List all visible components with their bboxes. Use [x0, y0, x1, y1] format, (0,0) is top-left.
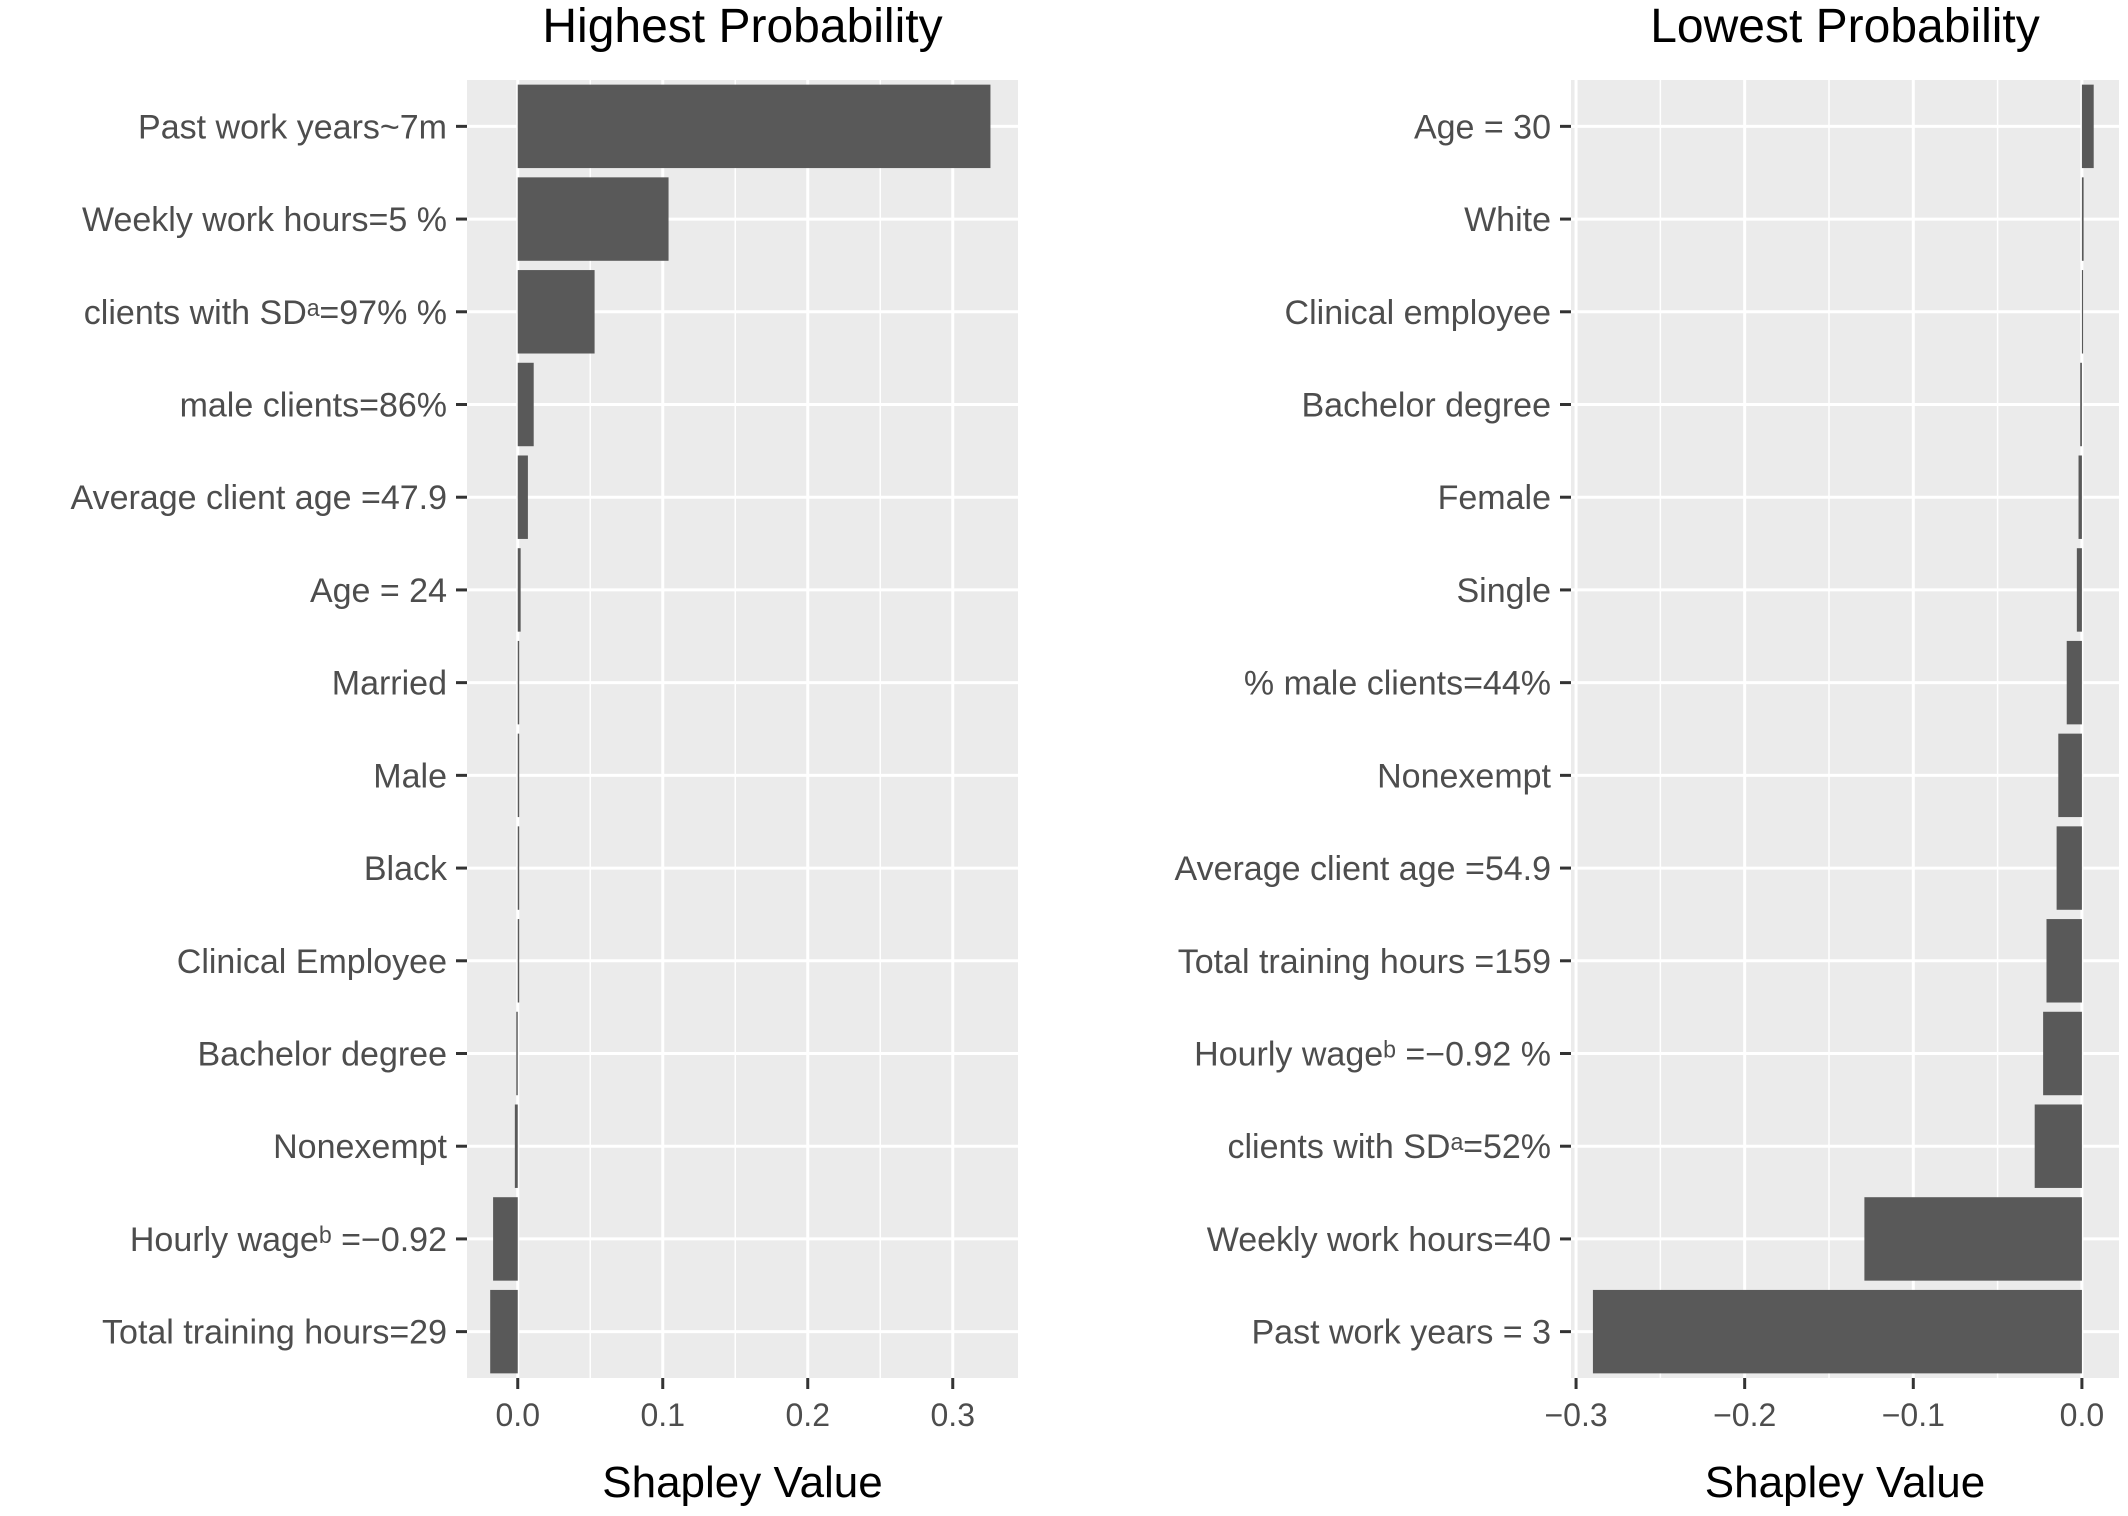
bar	[1864, 1197, 2082, 1281]
bar	[517, 548, 521, 632]
category-label: Past work years~7m	[138, 108, 447, 146]
x-tick-label: 0.1	[641, 1397, 685, 1433]
category-label: clients with SDᵃ=97% %	[84, 294, 447, 332]
category-label: Age = 24	[310, 572, 447, 610]
bar	[517, 270, 595, 354]
category-label: White	[1464, 201, 1551, 239]
bar	[516, 1011, 518, 1096]
bar	[517, 84, 991, 169]
bar	[517, 919, 520, 1003]
panel-background	[1571, 80, 2119, 1378]
x-tick-label: 0.3	[931, 1397, 975, 1433]
bar	[2034, 1104, 2082, 1188]
bar	[2043, 1011, 2082, 1096]
x-axis-label: Shapley Value	[602, 1458, 883, 1507]
category-label: Weekly work hours=5 %	[82, 201, 447, 239]
category-label: Bachelor degree	[1301, 387, 1551, 425]
bar	[514, 1104, 518, 1188]
category-label: Nonexempt	[1377, 757, 1551, 795]
category-label: Age = 30	[1414, 108, 1551, 146]
bar	[517, 733, 520, 818]
x-tick-label: −0.1	[1882, 1397, 1945, 1433]
x-tick-label: 0.0	[2060, 1397, 2104, 1433]
category-label: Past work years = 3	[1251, 1314, 1551, 1352]
x-tick-label: −0.2	[1713, 1397, 1776, 1433]
bar	[517, 177, 669, 261]
bar	[2081, 177, 2084, 261]
category-label: Total training hours=29	[102, 1314, 447, 1352]
bar	[2066, 640, 2082, 725]
category-label: Female	[1438, 479, 1551, 517]
bar	[2056, 826, 2082, 910]
x-tick-label: 0.2	[786, 1397, 830, 1433]
bar	[493, 1197, 518, 1281]
category-label: Male	[373, 757, 447, 795]
category-label: Average client age =54.9	[1175, 850, 1552, 888]
category-label: Nonexempt	[273, 1128, 447, 1166]
category-label: Clinical employee	[1285, 294, 1551, 332]
bar	[2081, 84, 2094, 169]
category-label: Total training hours =159	[1178, 943, 1551, 981]
chart-title: Highest Probability	[542, 0, 942, 53]
category-label: % male clients=44%	[1244, 665, 1551, 703]
chart-title: Lowest Probability	[1650, 0, 2040, 53]
category-label: Average client age =47.9	[71, 479, 448, 517]
category-label: Married	[332, 665, 447, 703]
bar	[2081, 270, 2084, 354]
bar	[2058, 733, 2082, 818]
bar	[517, 640, 520, 725]
x-axis-label: Shapley Value	[1705, 1458, 1986, 1507]
bar	[2078, 455, 2082, 539]
category-label: Hourly wageᵇ =−0.92	[130, 1221, 447, 1259]
category-label: Black	[364, 850, 448, 888]
category-label: Weekly work hours=40	[1207, 1221, 1551, 1259]
category-label: Bachelor degree	[197, 1036, 447, 1074]
bar	[1592, 1289, 2082, 1374]
bar	[2046, 919, 2082, 1003]
category-label: Clinical Employee	[177, 943, 447, 981]
bar	[517, 826, 520, 910]
x-tick-label: 0.0	[496, 1397, 540, 1433]
bar	[2076, 548, 2082, 632]
bar	[517, 455, 528, 539]
category-label: Single	[1456, 572, 1551, 610]
chart-panel-right: Age = 30 White Clinical employee Bachelor d…	[1175, 0, 2119, 1507]
category-label: clients with SDᵃ=52%	[1227, 1128, 1551, 1166]
bar	[2080, 362, 2082, 447]
bar	[517, 362, 534, 447]
category-label: Hourly wageᵇ =−0.92 %	[1194, 1036, 1551, 1074]
chart-panel-left: Past work years~7m Weekly work hours=5 % c…	[71, 0, 1018, 1507]
bar	[490, 1289, 518, 1374]
category-label: male clients=86%	[180, 387, 447, 425]
x-tick-label: −0.3	[1544, 1397, 1607, 1433]
